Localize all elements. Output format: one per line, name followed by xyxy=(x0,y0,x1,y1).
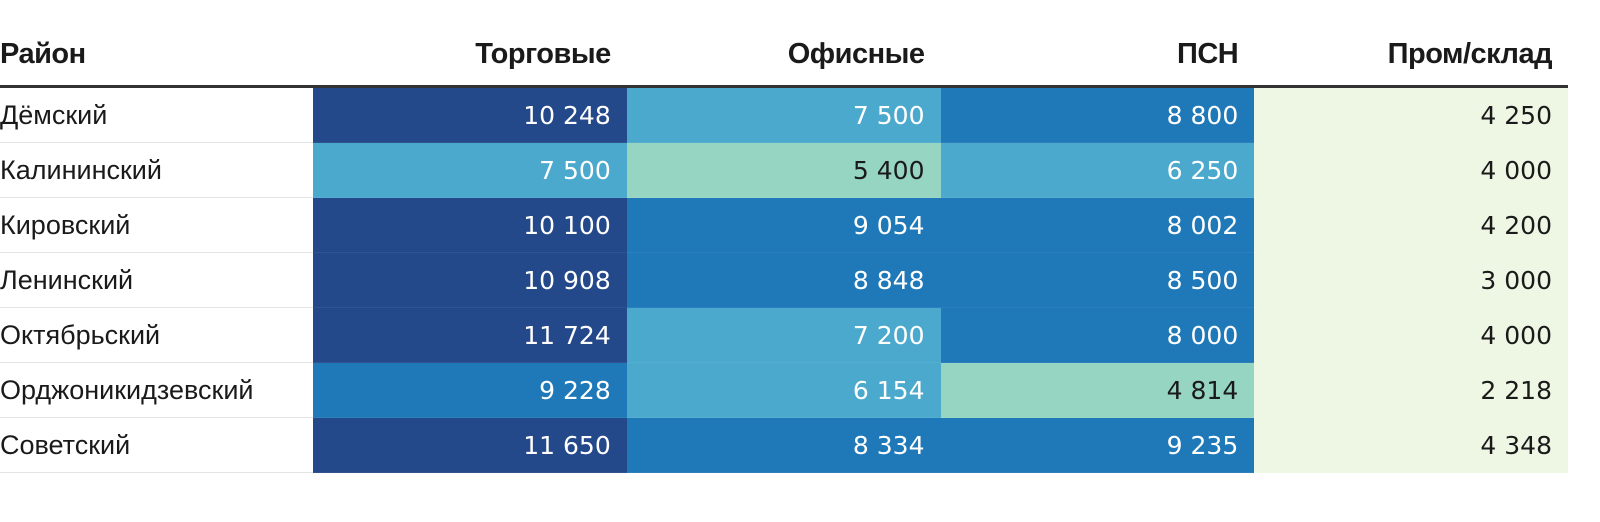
value-cell: 8 000 xyxy=(940,307,1255,363)
value-cell: 10 908 xyxy=(313,252,627,308)
value-cell: 4 250 xyxy=(1254,86,1568,143)
value-cell: 9 228 xyxy=(313,362,627,418)
value-cell: 8 500 xyxy=(940,252,1255,308)
value-cell: 4 814 xyxy=(940,362,1255,418)
value-cell: 3 000 xyxy=(1254,252,1568,308)
value-cell: 8 334 xyxy=(626,417,941,473)
header-row: Район Торговые Офисные ПСН Пром/склад xyxy=(0,24,1568,88)
table-row: Орджоникидзевский 9 228 6 154 4 814 2 21… xyxy=(0,362,1568,418)
value-cell: 10 248 xyxy=(313,86,627,143)
table-row: Советский 11 650 8 334 9 235 4 348 xyxy=(0,417,1568,473)
table-row: Дёмский 10 248 7 500 8 800 4 250 xyxy=(0,86,1568,143)
value-cell: 8 848 xyxy=(626,252,941,308)
table-row: Ленинский 10 908 8 848 8 500 3 000 xyxy=(0,252,1568,308)
district-cell: Октябрьский xyxy=(0,307,313,363)
table-row: Октябрьский 11 724 7 200 8 000 4 000 xyxy=(0,307,1568,363)
value-cell: 6 250 xyxy=(940,142,1255,198)
column-header-retail[interactable]: Торговые xyxy=(313,24,627,88)
heatmap-table: Район Торговые Офисные ПСН Пром/склад Дё… xyxy=(0,24,1568,473)
table-row: Кировский 10 100 9 054 8 002 4 200 xyxy=(0,197,1568,253)
value-cell: 9 235 xyxy=(940,417,1255,473)
district-cell: Ленинский xyxy=(0,252,313,308)
value-cell: 2 218 xyxy=(1254,362,1568,418)
value-cell: 7 200 xyxy=(626,307,941,363)
value-cell: 8 002 xyxy=(940,197,1255,253)
value-cell: 10 100 xyxy=(313,197,627,253)
district-cell: Калининский xyxy=(0,142,313,198)
table-row: Калининский 7 500 5 400 6 250 4 000 xyxy=(0,142,1568,198)
column-header-district[interactable]: Район xyxy=(0,24,313,88)
value-cell: 5 400 xyxy=(626,142,941,198)
value-cell: 11 724 xyxy=(313,307,627,363)
value-cell: 9 054 xyxy=(626,197,941,253)
district-cell: Кировский xyxy=(0,197,313,253)
value-cell: 4 200 xyxy=(1254,197,1568,253)
district-cell: Дёмский xyxy=(0,86,313,143)
value-cell: 4 000 xyxy=(1254,142,1568,198)
value-cell: 8 800 xyxy=(940,86,1255,143)
value-cell: 6 154 xyxy=(626,362,941,418)
value-cell: 7 500 xyxy=(626,86,941,143)
column-header-industrial-warehouse[interactable]: Пром/склад xyxy=(1254,24,1568,88)
value-cell: 7 500 xyxy=(313,142,627,198)
value-cell: 11 650 xyxy=(313,417,627,473)
district-cell: Орджоникидзевский xyxy=(0,362,313,418)
column-header-psn[interactable]: ПСН xyxy=(940,24,1255,88)
value-cell: 4 348 xyxy=(1254,417,1568,473)
value-cell: 4 000 xyxy=(1254,307,1568,363)
district-cell: Советский xyxy=(0,417,313,473)
column-header-office[interactable]: Офисные xyxy=(626,24,941,88)
